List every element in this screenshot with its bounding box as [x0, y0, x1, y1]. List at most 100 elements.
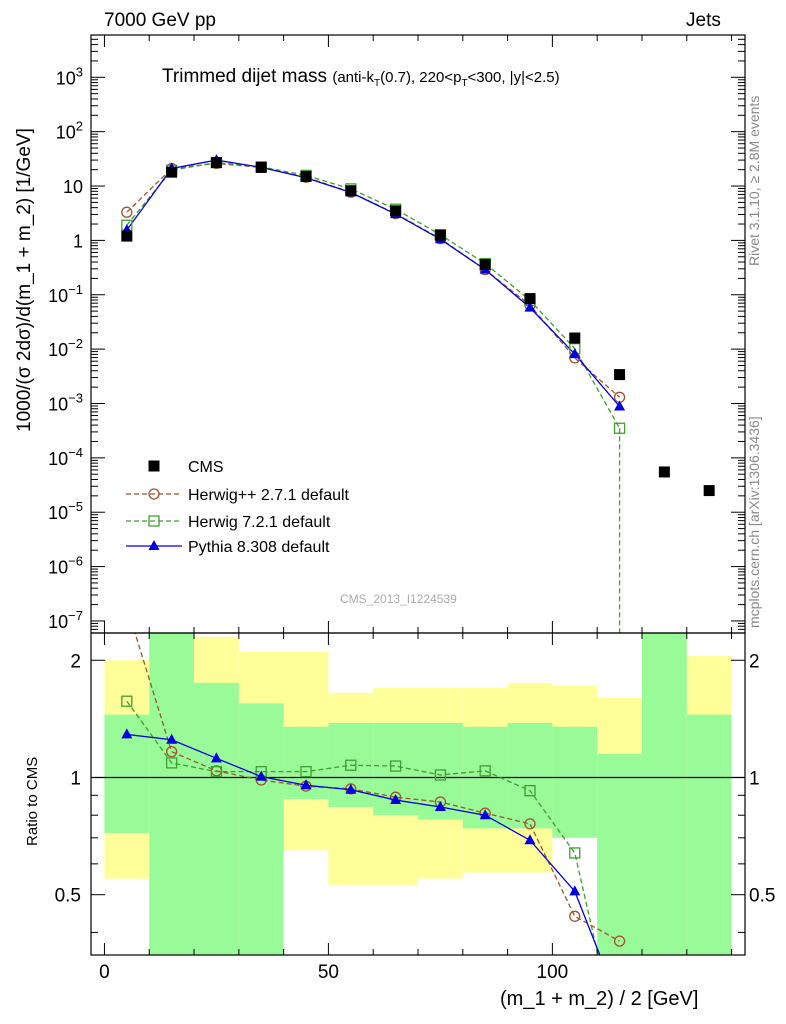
legend-marker — [148, 540, 160, 550]
ratio-point — [390, 794, 402, 805]
data-point-cms — [703, 485, 715, 497]
legend-label: CMS — [188, 459, 224, 476]
data-point-cms — [121, 230, 133, 242]
data-point-cms — [569, 332, 581, 344]
ratio-point — [524, 818, 536, 830]
rivet-version-label: Rivet 3.1.10, ≥ 2.8M events — [746, 95, 762, 266]
legend-label: Herwig 7.2.1 default — [188, 514, 331, 531]
ratio-point — [121, 728, 133, 739]
ratio-point — [165, 746, 178, 758]
legend-entry: Herwig 7.2.1 default — [126, 514, 331, 531]
ratio-point — [165, 757, 178, 769]
ratio-point — [255, 770, 267, 781]
series-point — [121, 206, 133, 218]
x-tick-label: 0 — [99, 962, 110, 983]
ratio-tick-label-left: 2 — [70, 651, 81, 672]
ratio-point — [569, 847, 581, 859]
ratio-plot-area — [91, 633, 745, 955]
ratio-point — [434, 800, 446, 811]
ratio-band-inner — [238, 703, 284, 955]
legend-entry: Pythia 8.308 default — [126, 539, 330, 556]
legend-label: Herwig++ 2.7.1 default — [188, 487, 350, 504]
ratio-line — [126, 700, 599, 955]
x-axis-title: (m_1 + m_2) / 2 [GeV] — [500, 988, 699, 1010]
ratio-band-inner — [552, 726, 598, 838]
legend-entry: CMS — [148, 459, 224, 476]
series-line — [126, 161, 621, 429]
data-point-cms — [390, 205, 402, 217]
ratio-point — [569, 885, 581, 896]
ratio-band-inner — [149, 633, 195, 955]
energy-label: 7000 GeV pp — [104, 10, 216, 31]
ratio-band-inner — [194, 682, 239, 955]
series-point — [524, 301, 536, 312]
ratio-point — [479, 765, 491, 777]
ratio-point — [300, 779, 312, 790]
y-tick-label: 1 — [73, 231, 83, 251]
data-point-cms — [345, 185, 357, 197]
ratio-point — [121, 695, 133, 707]
data-point-cms — [658, 466, 670, 478]
mcplots-source-label: mcplots.cern.ch [arXiv:1306.3436] — [746, 416, 762, 628]
ratio-band-inner — [686, 714, 732, 955]
ratio-point — [210, 752, 222, 763]
y-tick-label: 102 — [56, 119, 83, 143]
y-tick-label: 10−3 — [48, 390, 83, 414]
legend-entry: Herwig++ 2.7.1 default — [126, 487, 350, 504]
ratio-line — [126, 733, 601, 955]
data-point-cms — [434, 229, 446, 241]
data-point-cms — [479, 259, 491, 271]
legend-marker — [148, 488, 160, 500]
main-plot-area — [121, 154, 715, 633]
x-tick-label: 50 — [318, 962, 339, 983]
legend-marker — [148, 515, 160, 527]
ratio-tick-label-right: 1 — [749, 768, 760, 789]
category-label: Jets — [686, 10, 721, 31]
y-tick-label: 10−2 — [48, 336, 83, 360]
y-tick-label: 10 — [63, 177, 83, 197]
y-tick-label: 103 — [56, 64, 83, 88]
ratio-tick-label-left: 0.5 — [55, 886, 81, 907]
data-point-cms — [614, 369, 626, 381]
data-point-cms — [524, 293, 536, 305]
ratio-tick-label-left: 1 — [70, 768, 81, 789]
ratio-point — [210, 766, 223, 778]
y-tick-label: 10−4 — [48, 445, 83, 469]
series-line — [126, 162, 621, 398]
y-axis-title: 1000/(σ 2dσ)/d(m_1 + m_2) [1/GeV] — [14, 128, 35, 432]
ratio-point — [345, 759, 357, 771]
plot-title: Trimmed dijet mass (anti-kT(0.7), 220<pT… — [162, 66, 560, 89]
ratio-band-inner — [641, 633, 687, 955]
data-point-cms — [210, 157, 222, 169]
ratio-point — [613, 935, 626, 947]
ratio-point — [300, 766, 312, 778]
analysis-watermark: CMS_2013_I1224539 — [340, 592, 457, 606]
data-point-cms — [300, 170, 312, 182]
data-point-cms — [166, 166, 178, 178]
legend-label: Pythia 8.308 default — [188, 539, 330, 556]
plot-title-sub: (anti-kT(0.7), 220<pT<300, |y|<2.5) — [332, 69, 560, 89]
series-line — [126, 159, 621, 407]
ratio-point — [166, 733, 178, 744]
series-point — [613, 422, 626, 434]
ratio-point — [479, 809, 491, 820]
ratio-band-inner — [597, 753, 642, 955]
y-tick-label: 10−1 — [48, 282, 83, 306]
y-tick-label: 10−7 — [48, 608, 83, 632]
ratio-point — [345, 783, 357, 794]
x-tick-label: 100 — [537, 962, 569, 983]
data-point-cms — [255, 161, 267, 173]
ratio-point — [389, 760, 402, 772]
ratio-line — [134, 633, 620, 942]
plot-title-main: Trimmed dijet mass — [162, 66, 328, 87]
ratio-axis-title: Ratio to CMS — [24, 756, 41, 846]
y-tick-label: 10−6 — [48, 554, 83, 578]
y-tick-label: 10−5 — [48, 499, 83, 523]
ratio-point — [524, 785, 536, 797]
ratio-point — [434, 769, 447, 781]
ratio-point — [569, 910, 581, 922]
series-point — [569, 348, 581, 359]
ratio-point — [524, 834, 536, 845]
ratio-tick-label-right: 2 — [749, 651, 760, 672]
